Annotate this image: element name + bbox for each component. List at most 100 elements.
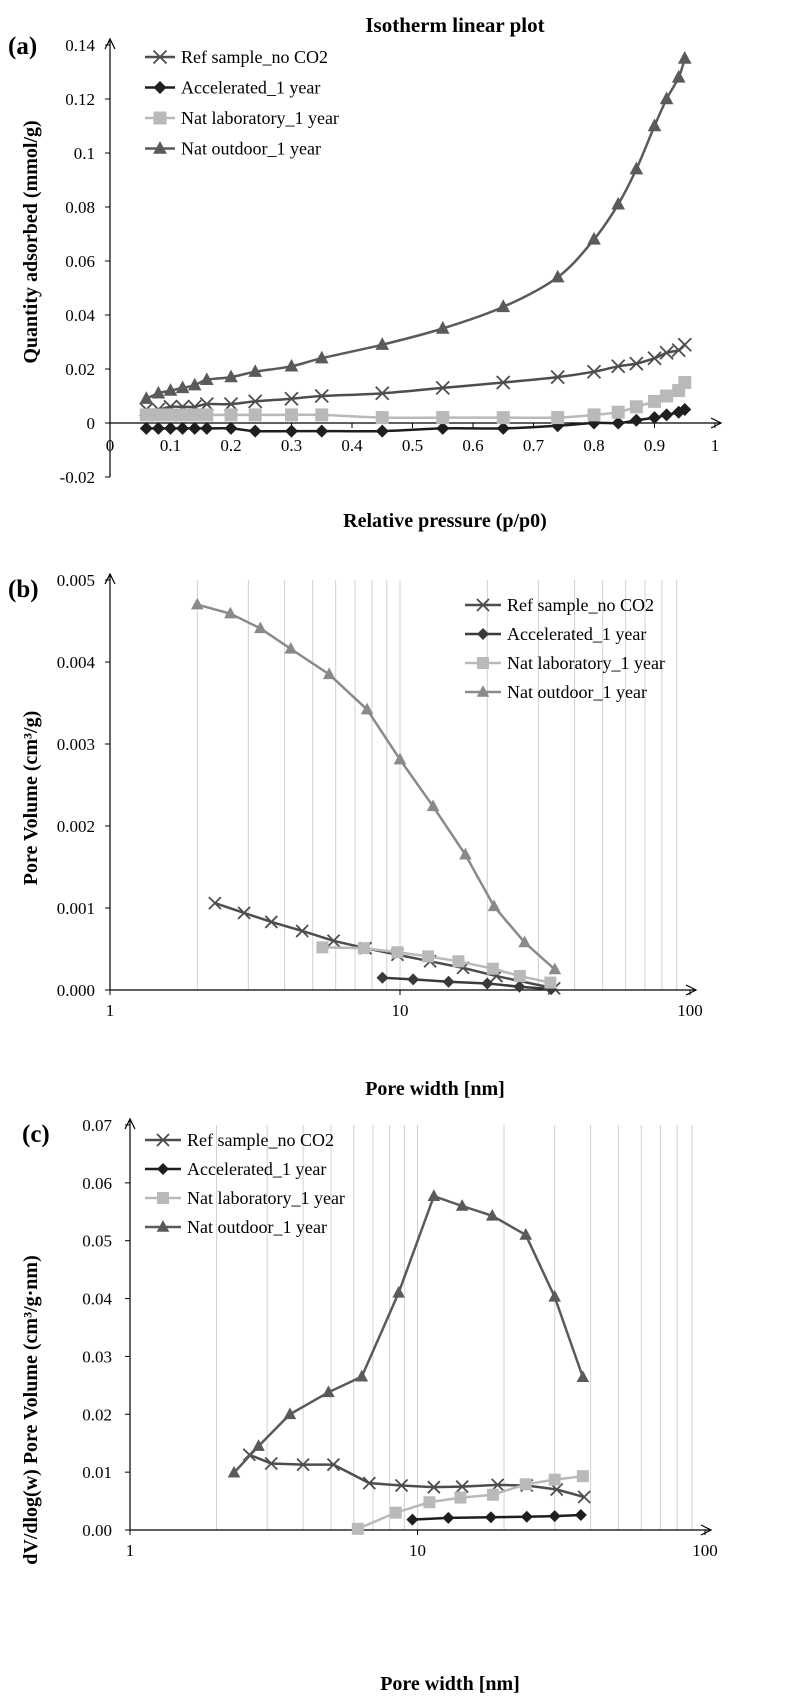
panel-a: (a) Isotherm linear plot -0.02 0 0.02 0.04 0… xyxy=(8,13,723,532)
data-point xyxy=(648,394,661,408)
series-3 xyxy=(351,1470,589,1535)
data-point xyxy=(577,1490,591,1504)
data-point xyxy=(151,408,165,422)
panel-b: (b) 0.000 0.001 0.002 0.003 0.004 0.005 1 10 10… xyxy=(8,571,703,1100)
data-point xyxy=(678,403,692,416)
data-point xyxy=(455,1199,469,1211)
data-point xyxy=(406,1513,419,1526)
data-point xyxy=(611,416,625,430)
data-point xyxy=(295,924,309,938)
data-point xyxy=(316,941,329,954)
data-point xyxy=(518,935,531,948)
x-axis-arrow xyxy=(700,1524,713,1536)
data-point xyxy=(248,424,262,438)
data-point xyxy=(452,955,465,968)
series-line xyxy=(233,1194,585,1474)
legend-marker xyxy=(153,81,167,94)
y-tick-label: 0.06 xyxy=(65,252,95,271)
series-2 xyxy=(139,403,692,438)
series-2 xyxy=(406,1508,587,1526)
panel-b-y-ticks: 0.000 0.001 0.002 0.003 0.004 0.005 xyxy=(57,571,110,1000)
data-point xyxy=(392,1285,405,1298)
panel-c-y-ticks: 0.00 0.01 0.02 0.03 0.04 0.05 0.06 0.07 xyxy=(82,1116,130,1540)
panel-c: (c) 0.00 0.01 0.02 0.03 0.04 0.05 0.06 0.07 1 10… xyxy=(20,1116,718,1695)
data-point xyxy=(360,702,374,715)
data-point xyxy=(139,391,154,404)
panel-c-plot-area xyxy=(227,1189,591,1535)
legend-marker xyxy=(476,598,490,612)
legend-label: Nat outdoor_1 year xyxy=(507,682,647,702)
x-tick-label: 0.7 xyxy=(523,436,545,455)
y-tick-label: 0.005 xyxy=(57,571,95,590)
y-tick-label: 0.004 xyxy=(57,653,96,672)
legend-item: Nat laboratory_1 year xyxy=(465,653,665,673)
data-point xyxy=(629,400,643,414)
data-point xyxy=(423,1496,436,1509)
data-point xyxy=(314,388,329,404)
data-point xyxy=(200,421,214,435)
panel-b-axes xyxy=(104,572,698,996)
data-point xyxy=(677,337,692,352)
data-point xyxy=(351,1522,364,1535)
x-tick-label: 0.4 xyxy=(341,436,363,455)
data-point xyxy=(587,231,601,245)
y-tick-label: 0.14 xyxy=(65,36,95,55)
data-point xyxy=(407,973,420,986)
data-point xyxy=(513,980,526,993)
data-point xyxy=(224,606,237,619)
data-point xyxy=(459,847,472,860)
x-tick-label: 1 xyxy=(126,1541,135,1560)
series-1 xyxy=(139,337,692,417)
data-point xyxy=(496,421,510,435)
y-tick-label: 0.04 xyxy=(82,1290,112,1309)
data-point xyxy=(659,91,674,105)
panel-b-plot-area xyxy=(190,597,562,996)
panel-b-gridlines xyxy=(196,580,678,990)
data-point xyxy=(486,1488,499,1501)
legend-marker xyxy=(152,49,168,65)
legend-item: Accelerated_1 year xyxy=(145,78,320,98)
legend-marker xyxy=(476,685,490,697)
legend-marker xyxy=(157,1192,169,1204)
data-point xyxy=(151,421,165,435)
y-tick-label: 0.04 xyxy=(65,306,95,325)
y-tick-label: 0.07 xyxy=(82,1116,112,1135)
panel-a-letter: (a) xyxy=(8,33,37,60)
data-point xyxy=(389,1506,402,1519)
data-point xyxy=(486,962,499,975)
data-point xyxy=(484,1511,497,1524)
data-point xyxy=(187,377,202,391)
panel-b-letter: (b) xyxy=(8,576,39,603)
data-point xyxy=(357,942,370,955)
data-point xyxy=(544,976,557,989)
panel-c-gridlines xyxy=(216,1125,693,1530)
data-point xyxy=(576,1470,589,1483)
legend-label: Ref sample_no CO2 xyxy=(181,47,328,67)
y-tick-label: 0 xyxy=(87,414,96,433)
legend-item: Nat outdoor_1 year xyxy=(145,139,321,159)
panel-c-x-axis-title: Pore width [nm] xyxy=(380,1673,520,1695)
panel-c-letter: (c) xyxy=(22,1121,50,1148)
data-point xyxy=(248,364,263,377)
data-point xyxy=(284,641,298,654)
data-point xyxy=(550,369,565,385)
y-tick-label: 0.000 xyxy=(57,981,95,1000)
data-point xyxy=(586,364,602,379)
panel-b-x-ticks: 1 10 100 xyxy=(106,990,703,1020)
data-point xyxy=(315,424,329,438)
x-tick-label: 0.9 xyxy=(644,436,665,455)
legend-item: Accelerated_1 year xyxy=(465,624,646,644)
data-point xyxy=(454,1491,467,1504)
data-point xyxy=(519,1228,533,1240)
x-tick-label: 1 xyxy=(711,436,720,455)
x-axis-arrow xyxy=(685,984,698,996)
data-point xyxy=(587,408,601,422)
y-axis-arrow xyxy=(104,572,116,585)
data-point xyxy=(208,896,222,910)
panel-a-y-axis-title: Quantity adsorbed (mmol/g) xyxy=(20,120,42,363)
data-point xyxy=(314,350,329,364)
data-point xyxy=(188,408,202,422)
data-point xyxy=(284,358,299,372)
x-tick-label: 10 xyxy=(392,1001,409,1020)
data-point xyxy=(647,351,662,366)
